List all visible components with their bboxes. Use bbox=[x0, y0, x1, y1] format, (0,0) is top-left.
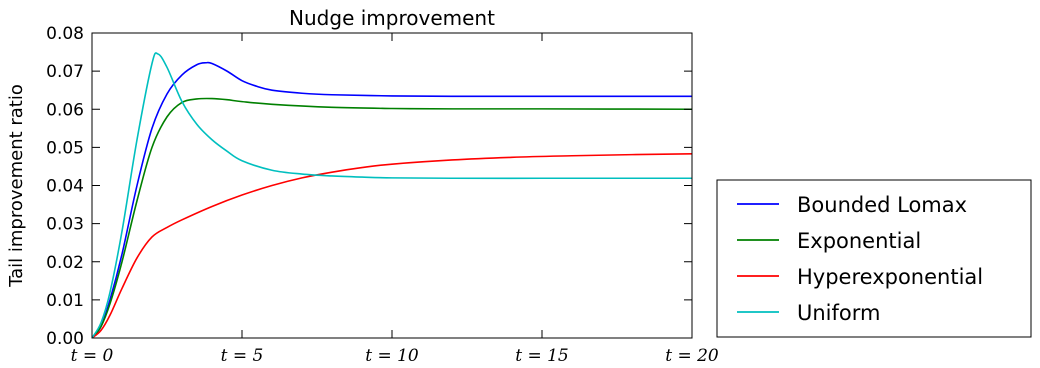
legend-label: Bounded Lomax bbox=[797, 193, 967, 217]
y-tick-label: 0.07 bbox=[46, 62, 84, 82]
chart-title: Nudge improvement bbox=[289, 6, 495, 30]
axes: 0.00 0.01 0.02 0.03 0.04 0.05 0.06 0.07 0.08 t = … bbox=[46, 24, 719, 366]
legend-label: Exponential bbox=[797, 229, 921, 253]
series-line-exponential bbox=[92, 97, 692, 338]
x-tick-label: t = 5 bbox=[221, 346, 264, 366]
series-line-bounded-lomax bbox=[92, 61, 692, 338]
legend: Bounded Lomax Exponential Hyperexponential… bbox=[716, 179, 1032, 338]
series-line-uniform bbox=[92, 52, 692, 338]
legend-label: Uniform bbox=[797, 301, 880, 325]
legend-label: Hyperexponential bbox=[797, 265, 983, 289]
x-tick-label: t = 20 bbox=[665, 346, 719, 366]
x-tick-label: t = 15 bbox=[515, 346, 569, 366]
y-tick-label: 0.06 bbox=[46, 100, 84, 120]
y-tick-label: 0.05 bbox=[46, 138, 84, 158]
plot-frame bbox=[91, 32, 693, 339]
x-tick-label: t = 10 bbox=[365, 346, 419, 366]
y-tick-label: 0.08 bbox=[46, 24, 84, 44]
series-line-hyperexponential bbox=[92, 153, 692, 338]
y-tick-label: 0.00 bbox=[46, 329, 84, 349]
legend-box bbox=[716, 179, 1032, 338]
y-tick-label: 0.01 bbox=[46, 291, 84, 311]
y-tick-label: 0.04 bbox=[46, 177, 84, 197]
y-axis-label: Tail improvement ratio bbox=[6, 84, 27, 288]
plot-lines bbox=[92, 52, 692, 338]
y-tick-label: 0.03 bbox=[46, 215, 84, 235]
x-tick-label: t = 0 bbox=[71, 346, 114, 366]
y-tick-label: 0.02 bbox=[46, 253, 84, 273]
